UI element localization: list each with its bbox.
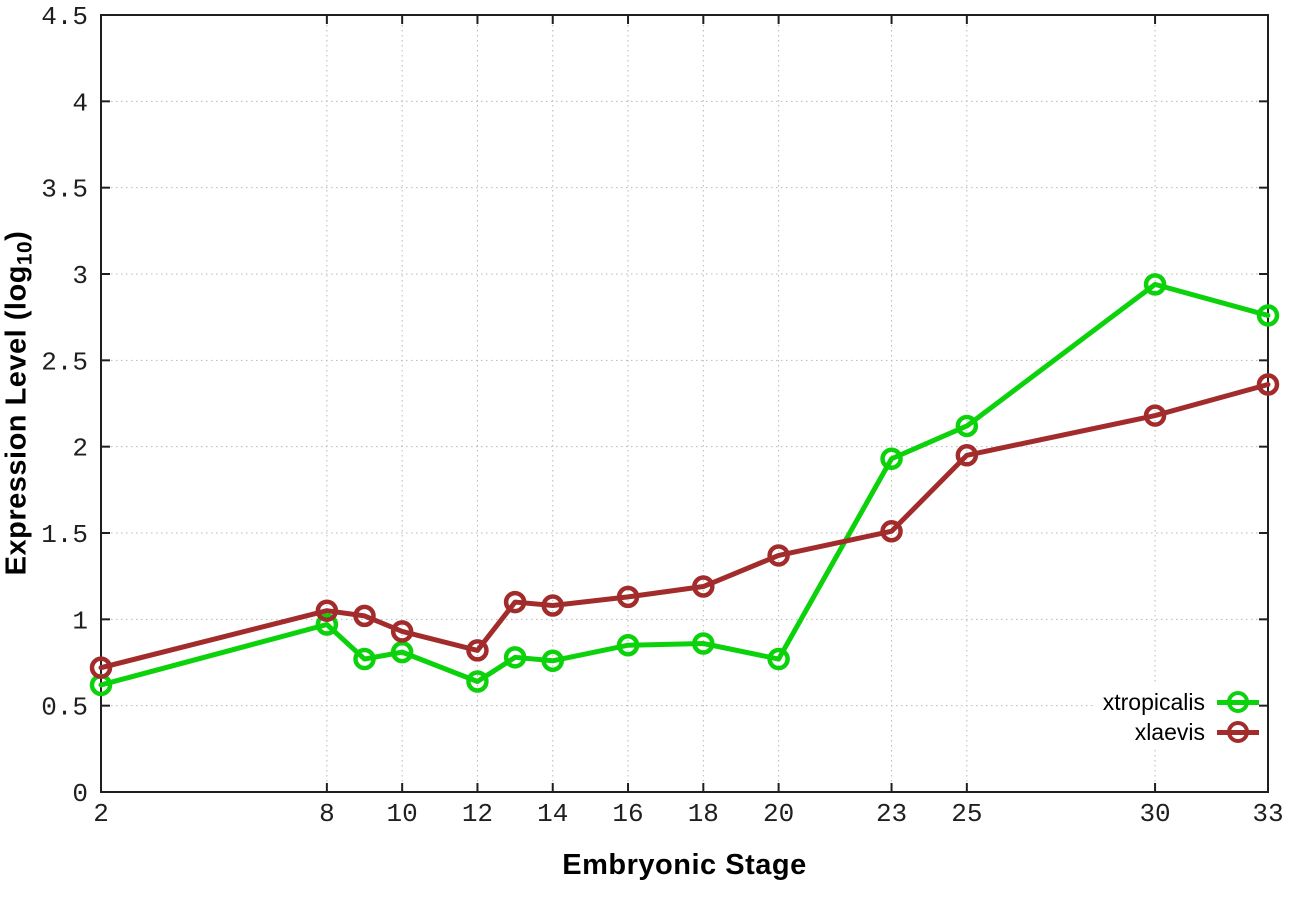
y-tick-label: 0.5 [41, 693, 88, 723]
y-tick-label: 2 [72, 434, 88, 464]
y-tick-label: 1.5 [41, 520, 88, 550]
series-sample-icon [1217, 719, 1259, 745]
x-tick-label: 25 [951, 799, 982, 829]
data-point [767, 647, 790, 671]
legend-item-xtropicalis: xtropicalis [1103, 687, 1259, 717]
data-point [1256, 373, 1280, 396]
legend-label-xtropicalis: xtropicalis [1102, 688, 1205, 715]
x-tick-label: 10 [387, 799, 418, 829]
x-tick-label: 18 [688, 799, 719, 829]
series-line-xtropicalis [98, 281, 1271, 688]
x-tick-label: 16 [612, 799, 643, 829]
y-tick-label: 3.5 [41, 175, 88, 205]
legend-circle-marker-icon [1226, 690, 1249, 713]
legend-item-xlaevis: xlaevis [1103, 717, 1259, 747]
x-tick-label: 8 [319, 799, 335, 829]
data-point [692, 632, 715, 655]
y-tick-label: 0 [72, 779, 88, 809]
data-point [503, 590, 527, 614]
x-axis-title: Embryonic Stage [562, 849, 807, 881]
legend-label-xlaevis: xlaevis [1134, 718, 1205, 745]
x-tick-label: 20 [763, 799, 794, 829]
x-tick-label: 12 [462, 799, 493, 829]
series-line-xlaevis [98, 382, 1271, 671]
data-point [880, 447, 903, 471]
data-point [315, 599, 339, 622]
y-tick-label: 2.5 [41, 347, 88, 377]
data-point [616, 633, 640, 657]
x-tick-label: 33 [1252, 799, 1283, 829]
data-point [1143, 273, 1167, 296]
data-point [466, 670, 489, 693]
data-point [616, 585, 640, 609]
data-point [541, 649, 564, 673]
data-point [503, 646, 527, 669]
y-tick-label: 4 [72, 88, 88, 118]
gridlines [101, 15, 1268, 792]
series-markers-xtropicalis [89, 273, 1280, 697]
x-tick-label: 23 [876, 799, 907, 829]
tick-marks [100, 14, 1269, 793]
y-tick-label: 3 [72, 261, 88, 291]
x-tick-label: 14 [537, 799, 568, 829]
y-axis-title-subscript: 10 [13, 240, 37, 266]
data-point [353, 604, 376, 628]
data-point [692, 575, 715, 598]
x-tick-label: 30 [1139, 799, 1170, 829]
data-point [466, 639, 489, 662]
legend-circle-marker-icon [1226, 720, 1249, 743]
plot-border [100, 14, 1269, 793]
data-point [353, 647, 376, 671]
data-point [880, 520, 903, 543]
x-tick-label: 2 [93, 799, 109, 829]
series-markers-xlaevis [89, 373, 1280, 679]
y-axis-title-close: ) [0, 230, 33, 241]
series-sample-icon [1217, 689, 1259, 715]
data-point [315, 613, 339, 636]
data-point [1143, 404, 1167, 427]
y-axis-title-text: Expression Level (log [0, 265, 33, 576]
data-point [955, 444, 979, 467]
data-point [1256, 304, 1280, 327]
data-point [89, 656, 113, 679]
y-tick-label: 1 [72, 606, 88, 636]
data-point [955, 414, 979, 438]
legend: xtropicalis xlaevis [1094, 685, 1259, 749]
y-axis-title: Expression Level (log10) [0, 231, 37, 576]
data-point [390, 620, 414, 643]
data-point [541, 594, 564, 617]
data-point [390, 640, 414, 664]
data-point [767, 544, 790, 567]
y-tick-label: 4.5 [41, 2, 88, 32]
